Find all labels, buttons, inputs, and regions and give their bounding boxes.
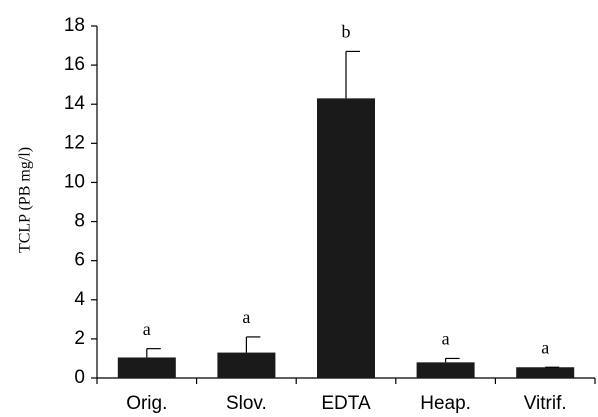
x-tick-label: Heap. — [420, 393, 471, 414]
bar — [516, 367, 575, 378]
bar — [317, 98, 375, 378]
annotation: b — [342, 22, 351, 42]
y-tick-label: 0 — [74, 367, 85, 388]
bar — [416, 362, 475, 378]
y-tick-label: 16 — [64, 54, 85, 75]
y-tick-label: 12 — [64, 132, 85, 153]
y-tick-label: 6 — [74, 250, 85, 271]
y-axis-label: TCLP (PB mg/l) — [17, 147, 34, 253]
annotation: a — [442, 329, 450, 349]
x-tick-label: EDTA — [321, 393, 371, 414]
bar — [117, 357, 176, 378]
bar — [217, 352, 276, 378]
x-tick-label: Vitrif. — [524, 393, 567, 414]
y-tick-label: 14 — [64, 93, 86, 114]
y-tick-label: 8 — [74, 211, 85, 232]
y-tick-label: 4 — [74, 289, 85, 310]
y-tick-label: 18 — [64, 15, 85, 36]
y-tick-label: 10 — [64, 171, 85, 192]
x-tick-label: Slov. — [226, 393, 267, 414]
annotation: a — [242, 307, 250, 327]
x-tick-label: Orig. — [126, 393, 167, 414]
annotation: a — [541, 337, 549, 357]
annotation: a — [143, 319, 151, 339]
y-tick-label: 2 — [74, 328, 85, 349]
